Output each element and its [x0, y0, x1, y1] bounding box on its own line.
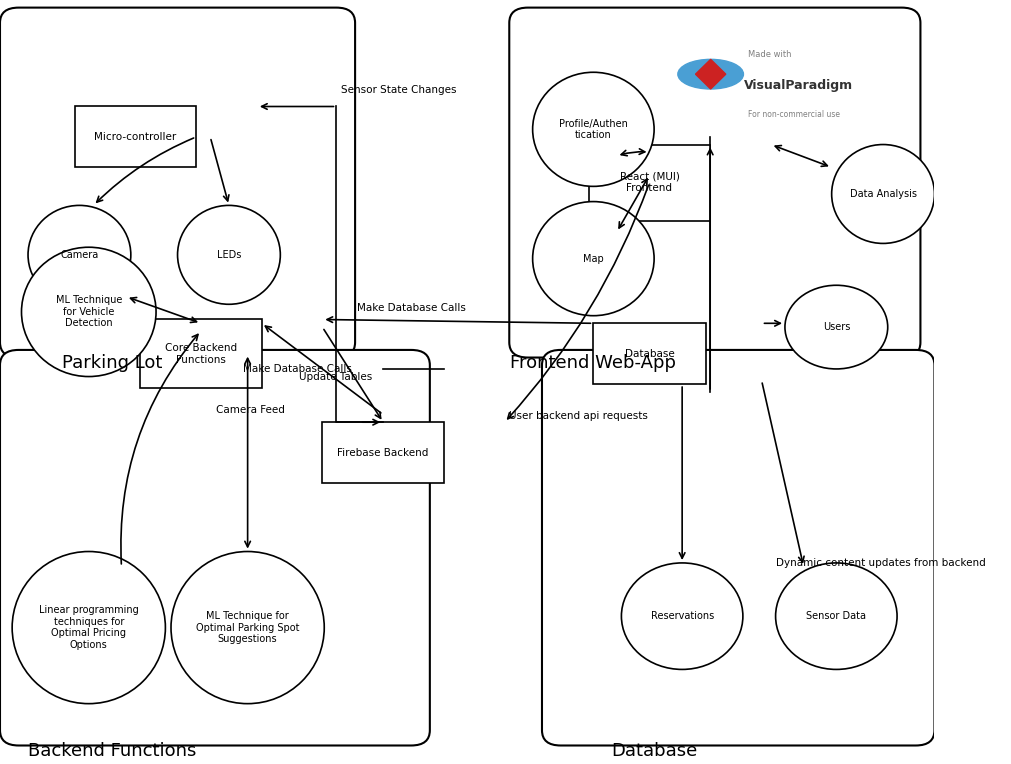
Text: ML Technique for
Optimal Parking Spot
Suggestions: ML Technique for Optimal Parking Spot Su… — [196, 611, 299, 644]
Ellipse shape — [832, 144, 934, 244]
Text: Database: Database — [625, 348, 674, 359]
Text: User backend api requests: User backend api requests — [510, 411, 648, 421]
Ellipse shape — [171, 552, 325, 704]
Ellipse shape — [785, 285, 888, 369]
Ellipse shape — [775, 563, 897, 669]
FancyBboxPatch shape — [542, 350, 934, 746]
Text: Firebase Backend: Firebase Backend — [338, 448, 429, 458]
Text: Micro-controller: Micro-controller — [94, 132, 177, 142]
Text: Make Database Calls: Make Database Calls — [243, 364, 352, 374]
FancyBboxPatch shape — [141, 319, 262, 388]
Text: Camera: Camera — [61, 250, 98, 260]
Text: Data Analysis: Data Analysis — [849, 189, 917, 199]
FancyBboxPatch shape — [593, 323, 706, 384]
Ellipse shape — [533, 73, 654, 186]
Text: Users: Users — [823, 322, 850, 332]
Ellipse shape — [622, 563, 743, 669]
Ellipse shape — [12, 552, 166, 704]
Text: LEDs: LEDs — [216, 250, 242, 260]
FancyBboxPatch shape — [588, 144, 710, 221]
Text: ML Technique
for Vehicle
Detection: ML Technique for Vehicle Detection — [56, 296, 122, 329]
FancyBboxPatch shape — [0, 8, 355, 358]
Text: Update Tables: Update Tables — [299, 371, 372, 381]
Text: React (MUI)
Frontend: React (MUI) Frontend — [620, 172, 679, 193]
FancyBboxPatch shape — [323, 422, 444, 483]
Text: Reservations: Reservations — [650, 611, 714, 621]
FancyBboxPatch shape — [510, 8, 920, 358]
Text: Dynamic content updates from backend: Dynamic content updates from backend — [775, 558, 986, 568]
Text: Sensor Data: Sensor Data — [807, 611, 866, 621]
Text: Frontend Web-App: Frontend Web-App — [511, 354, 676, 372]
Ellipse shape — [21, 248, 156, 377]
Ellipse shape — [178, 206, 280, 304]
FancyBboxPatch shape — [0, 350, 430, 746]
Text: Backend Functions: Backend Functions — [28, 742, 196, 759]
Text: Profile/Authen
tication: Profile/Authen tication — [559, 118, 628, 140]
Text: Map: Map — [583, 254, 604, 264]
Ellipse shape — [533, 202, 654, 316]
Text: Database: Database — [611, 742, 698, 759]
Text: Camera Feed: Camera Feed — [216, 405, 285, 415]
Ellipse shape — [28, 206, 130, 304]
Text: Parking Lot: Parking Lot — [62, 354, 163, 372]
FancyBboxPatch shape — [75, 106, 196, 167]
Text: Sensor State Changes: Sensor State Changes — [341, 85, 457, 95]
Text: Make Database Calls: Make Database Calls — [357, 303, 466, 313]
Text: Core Backend
Functions: Core Backend Functions — [165, 343, 237, 364]
Text: Linear programming
techniques for
Optimal Pricing
Options: Linear programming techniques for Optima… — [38, 605, 139, 650]
